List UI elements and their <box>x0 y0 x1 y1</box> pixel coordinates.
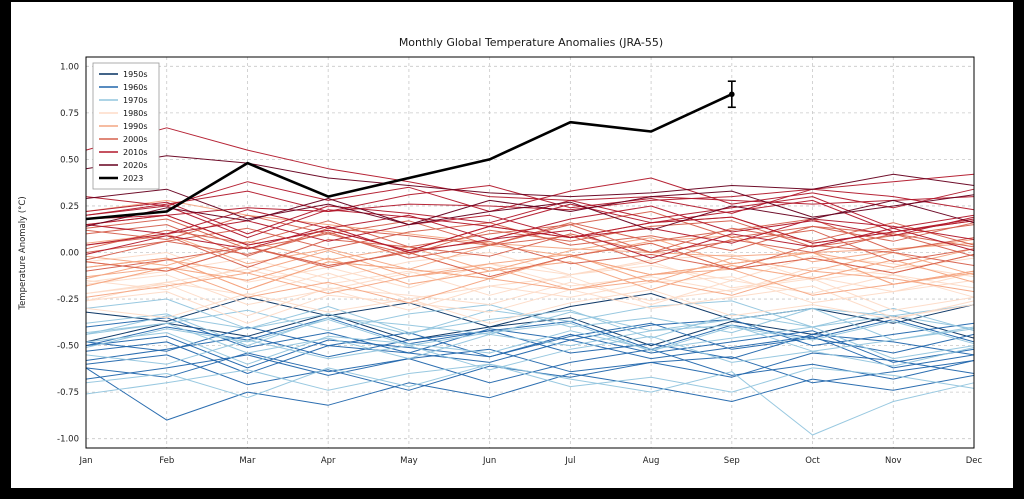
y-tick-label: 0.75 <box>60 109 79 119</box>
axis-layer <box>85 56 975 449</box>
legend-label: 1950s <box>123 70 148 79</box>
series-line-1999 <box>85 252 975 291</box>
legend-label: 2010s <box>123 148 148 157</box>
series-line-1960 <box>85 317 975 354</box>
series-line-1985 <box>85 289 975 324</box>
series-line-1975 <box>85 326 975 365</box>
series-line-2017 <box>85 185 975 216</box>
series-line-1962 <box>85 335 975 374</box>
series-line-1984 <box>85 285 975 324</box>
legend-label: 2020s <box>123 161 148 170</box>
x-tick-label: Oct <box>805 456 820 466</box>
series-line-1979 <box>85 304 975 335</box>
series-line-2014 <box>85 199 975 239</box>
chart-figure: 1.00 0.75 0.50 0.25 0.00 -0.25 -0.50 -0.75 -1.00… <box>11 2 1013 488</box>
x-tick-label: May <box>400 456 418 466</box>
series-line-1998 <box>85 199 975 257</box>
x-tick-label: Sep <box>724 456 740 466</box>
series-line-1997 <box>85 233 975 270</box>
series-line-1970 <box>85 307 975 347</box>
series-line-2021 <box>85 198 975 231</box>
series-line-1995 <box>85 237 975 272</box>
legend-item-1990s: 1990s <box>99 122 148 131</box>
series-line-2018 <box>85 196 975 235</box>
x-tick-label: Mar <box>239 456 256 466</box>
legend-label: 1960s <box>123 83 148 92</box>
series-line-1958 <box>85 293 975 328</box>
y-axis-label: Temperature Anomaly (°C) <box>18 196 28 310</box>
series-line-2001 <box>85 231 975 265</box>
series-line-2013 <box>85 214 975 246</box>
legend-item-2023: 2023 <box>99 174 143 183</box>
series-line-1992 <box>85 266 975 304</box>
y-tick-label: -0.25 <box>57 295 79 305</box>
series-line-2023 <box>85 93 733 221</box>
x-tick-label: Nov <box>885 456 902 466</box>
x-tick-label: Jun <box>482 456 496 466</box>
y-tick-label: -0.50 <box>57 342 79 352</box>
series-line-2020 <box>85 155 975 198</box>
series-line-1969 <box>85 317 975 350</box>
y-tick-label: 0.25 <box>60 202 79 212</box>
x-tick-label: Dec <box>966 456 983 466</box>
x-tick-label: Apr <box>321 456 336 466</box>
series-line-2016 <box>85 127 975 205</box>
series-line-1978 <box>85 322 975 360</box>
series-line-1988 <box>85 263 975 294</box>
x-tick-label: Aug <box>643 456 660 466</box>
legend-label: 1990s <box>123 122 148 131</box>
grid-layer: 1.00 0.75 0.50 0.25 0.00 -0.25 -0.50 -0.75 -1.00… <box>57 57 983 466</box>
x-tick-label: Jul <box>564 456 575 466</box>
series-line-1972 <box>85 319 975 352</box>
chart-title: Monthly Global Temperature Anomalies (JR… <box>399 36 663 49</box>
legend-item-1960s: 1960s <box>99 83 148 92</box>
legend-item-2020s: 2020s <box>99 161 148 170</box>
y-tick-label: 0.50 <box>60 155 79 165</box>
y-tick-label: -0.75 <box>57 388 79 398</box>
plot-border <box>85 56 975 449</box>
legend-item-1970s: 1970s <box>99 96 148 105</box>
series-line-2015 <box>85 173 975 220</box>
x-tick-label: Jan <box>78 456 92 466</box>
legend-label: 1970s <box>123 96 148 105</box>
x-tick-label: Feb <box>159 456 174 466</box>
series-line-1986 <box>85 272 975 306</box>
series-line-2009 <box>85 218 975 257</box>
chart-canvas: 1.00 0.75 0.50 0.25 0.00 -0.25 -0.50 -0.75 -1.00… <box>18 36 983 466</box>
series-line-1987 <box>85 252 975 289</box>
series-line-1968 <box>85 348 975 384</box>
series-line-1993 <box>85 266 975 298</box>
legend-item-2000s: 2000s <box>99 135 148 144</box>
series-line-1989 <box>85 278 975 317</box>
y-tick-label: 0.00 <box>60 249 79 259</box>
series-line-1959 <box>85 313 975 347</box>
series-line-1967 <box>85 330 975 369</box>
series-line-2012 <box>85 214 975 252</box>
legend-label: 1980s <box>123 109 148 118</box>
legend-item-1950s: 1950s <box>99 70 148 79</box>
series-line-2019 <box>85 177 975 212</box>
series-line-2011 <box>85 225 975 259</box>
series-line-1963 <box>85 322 975 358</box>
series-layer <box>85 80 975 436</box>
legend: 1950s 1960s 1970s 1980s 1990s 2000s 2010s 2020s… <box>92 62 160 190</box>
series-line-2002 <box>85 218 975 255</box>
series-line-1971 <box>85 335 975 371</box>
legend-item-1980s: 1980s <box>99 109 148 118</box>
series-line-1974 <box>85 363 975 395</box>
series-endpoint-marker <box>729 91 735 98</box>
series-line-1982 <box>85 274 975 311</box>
legend-label: 2023 <box>123 174 143 183</box>
legend-item-2010s: 2010s <box>99 148 148 157</box>
series-line-1977 <box>85 306 975 339</box>
legend-label: 2000s <box>123 135 148 144</box>
series-line-1980 <box>85 261 975 296</box>
series-line-1991 <box>85 250 975 283</box>
series-line-2004 <box>85 229 975 268</box>
series-line-1976 <box>85 363 975 436</box>
y-tick-label: -1.00 <box>57 435 79 445</box>
series-line-2022 <box>85 188 975 226</box>
y-tick-label: 1.00 <box>60 62 79 72</box>
series-line-2008 <box>85 240 975 272</box>
